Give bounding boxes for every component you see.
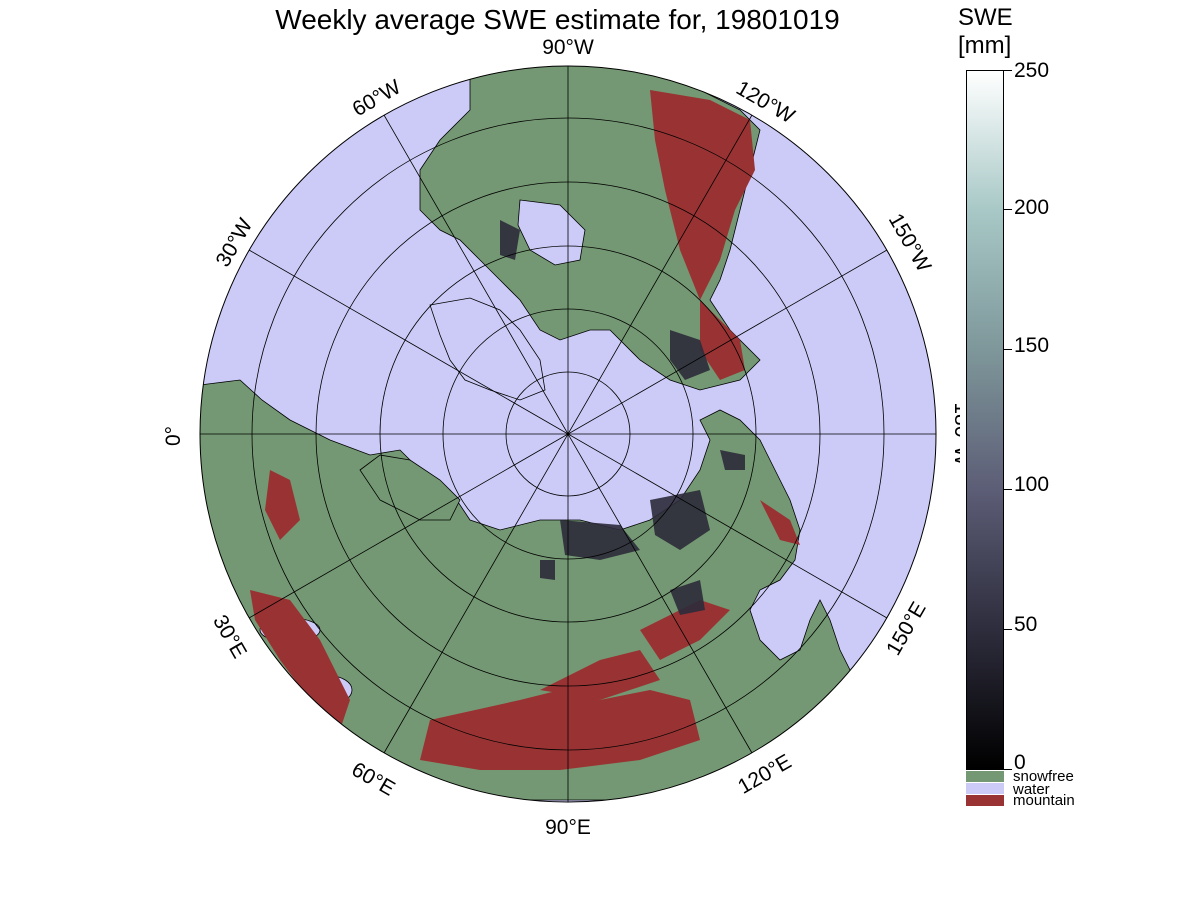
colorbar-tick-label: 100 bbox=[1014, 473, 1050, 496]
lon-label-0: 0° bbox=[162, 426, 185, 446]
legend-swatch-mountain bbox=[966, 795, 1004, 806]
map-boundary bbox=[199, 65, 937, 803]
legend-label-mountain: mountain bbox=[1013, 792, 1075, 809]
legend-swatch-snowfree bbox=[966, 771, 1004, 782]
colorbar-tick-label: 50 bbox=[1014, 613, 1038, 636]
colorbar-tick-label: 150 bbox=[1014, 334, 1050, 357]
colorbar-tick bbox=[1004, 349, 1012, 350]
lon-label-30e: 30°E bbox=[208, 611, 251, 662]
lon-label-60e: 60°E bbox=[348, 758, 399, 801]
map-title: Weekly average SWE estimate for, 1980101… bbox=[275, 4, 840, 35]
colorbar-tick bbox=[1004, 209, 1012, 210]
colorbar-tick-label: 250 bbox=[1014, 59, 1050, 82]
colorbar-tick bbox=[1004, 629, 1012, 630]
lon-label-90e: 90°E bbox=[545, 816, 591, 839]
legend-label-water: water bbox=[1013, 781, 1050, 798]
colorbar-tick-label: 0 bbox=[1014, 751, 1026, 774]
lon-label-90w: 90°W bbox=[542, 36, 594, 59]
lon-label-180w: 180°W bbox=[950, 402, 960, 465]
colorbar-title: SWE bbox=[958, 4, 1013, 31]
legend-label-snowfree: snowfree bbox=[1013, 768, 1074, 785]
colorbar-tick-label: 200 bbox=[1014, 196, 1050, 219]
mountain-areas bbox=[250, 90, 800, 770]
colorbar-tick bbox=[1004, 70, 1012, 71]
colorbar-tick bbox=[1004, 769, 1012, 770]
colorbar-tick bbox=[1004, 489, 1012, 490]
polar-stereographic-map: 90°W 120°W 150°W 180°W 150°E 120°E 90°E … bbox=[162, 36, 960, 839]
colorbar-unit: [mm] bbox=[958, 32, 1012, 59]
swe-colorbar bbox=[966, 70, 1004, 770]
snow-covered-areas bbox=[500, 220, 745, 615]
legend-swatch-water bbox=[966, 783, 1004, 794]
graticule bbox=[200, 66, 936, 802]
landmass-scandinavia bbox=[359, 454, 461, 521]
